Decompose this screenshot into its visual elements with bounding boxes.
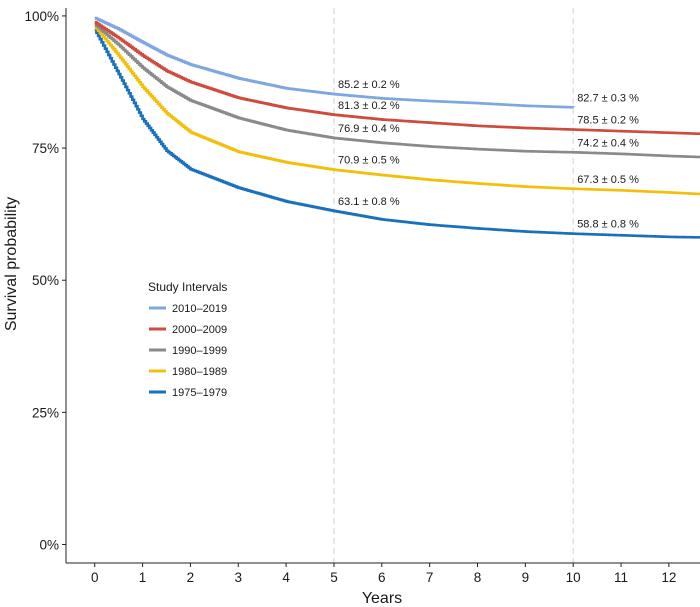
annotation-label: 85.2 ± 0.2 %: [338, 79, 400, 91]
x-tick-label: 5: [330, 570, 338, 585]
legend-label: 2010–2019: [172, 303, 227, 315]
annotation-label: 74.2 ± 0.4 %: [577, 137, 639, 149]
x-tick-label: 11: [614, 570, 628, 585]
annotation-label: 78.5 ± 0.2 %: [577, 115, 639, 127]
series-line-2010–2019: [94, 16, 575, 109]
x-tick-label: 6: [378, 570, 386, 585]
x-tick-label: 4: [282, 570, 290, 585]
annotation-label: 70.9 ± 0.5 %: [338, 155, 400, 167]
annotation-label: 82.7 ± 0.3 %: [577, 92, 639, 104]
legend: Study Intervals 2010–2019 2000–2009 1990–1…: [148, 280, 227, 399]
annotation-label: 63.1 ± 0.8 %: [338, 196, 400, 208]
series-line-2000–2009: [94, 20, 700, 136]
y-tick-label: 25%: [32, 405, 59, 420]
x-tick-label: 12: [661, 570, 676, 585]
x-tick-label: 10: [566, 570, 581, 585]
legend-label: 1980–1989: [172, 366, 227, 378]
x-tick-label: 3: [234, 570, 242, 585]
x-axis-title: Years: [362, 590, 402, 607]
x-tick-label: 7: [426, 570, 434, 585]
reference-lines: [333, 8, 574, 563]
y-axis-title: Survival probability: [3, 197, 20, 331]
annotation-label: 76.9 ± 0.4 %: [338, 123, 400, 135]
series-line-1980–1989: [94, 25, 700, 196]
series-line-1990–1999: [94, 23, 700, 159]
annotation-label: 81.3 ± 0.2 %: [338, 100, 400, 112]
series-layer: [94, 16, 700, 239]
annotation-label: 58.8 ± 0.8 %: [577, 219, 639, 231]
x-tick-label: 9: [522, 570, 530, 585]
legend-title: Study Intervals: [148, 280, 227, 294]
x-tick-label: 1: [139, 570, 147, 585]
legend-label: 1990–1999: [172, 345, 227, 357]
y-tick-label: 50%: [32, 273, 59, 288]
x-tick-label: 2: [187, 570, 195, 585]
y-tick-label: 75%: [32, 141, 59, 156]
y-tick-label: 0%: [39, 538, 59, 553]
x-tick-label: 0: [91, 570, 99, 585]
axes: 0%25%50%75%100%0 1 2 3 4 5 6 7 8 9 10 11 12: [24, 8, 700, 585]
y-tick-label: 100%: [24, 9, 59, 24]
series-line-1975–1979: [94, 28, 700, 239]
x-tick-label: 8: [474, 570, 482, 585]
legend-label: 1975–1979: [172, 387, 227, 399]
legend-label: 2000–2009: [172, 324, 227, 336]
annotation-label: 67.3 ± 0.5 %: [577, 174, 639, 186]
annotation-layer: 85.2 ± 0.2 % 81.3 ± 0.2 % 76.9 ± 0.4 % 70.9…: [338, 79, 639, 231]
